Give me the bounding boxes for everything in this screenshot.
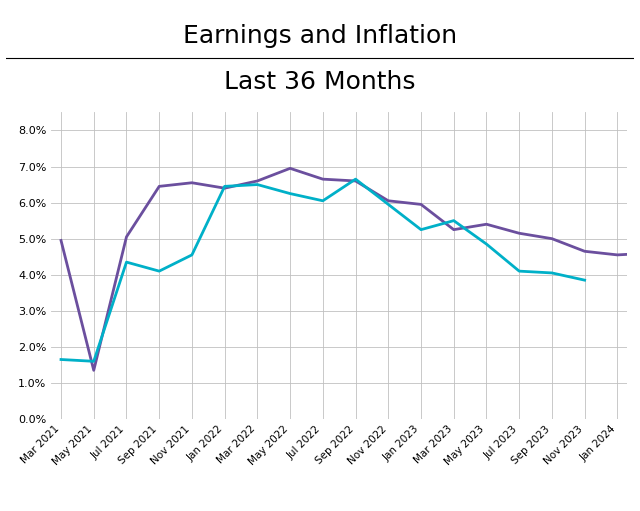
Legend: Avg Hourly, CPI: Avg Hourly, CPI	[237, 506, 442, 511]
Text: Last 36 Months: Last 36 Months	[224, 70, 416, 94]
Text: Earnings and Inflation: Earnings and Inflation	[183, 24, 457, 48]
